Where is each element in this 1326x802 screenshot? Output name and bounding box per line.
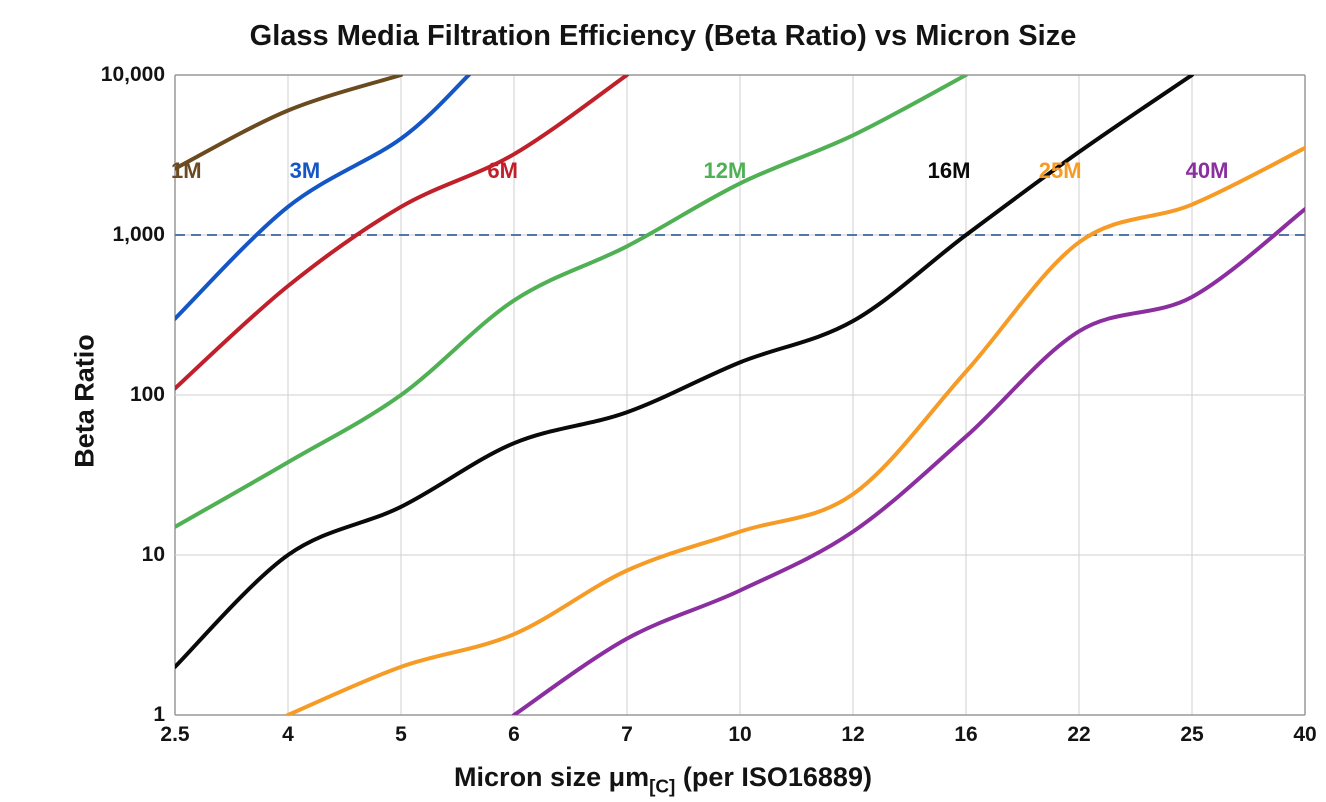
y-tick: 10,000 bbox=[101, 63, 165, 87]
y-tick: 100 bbox=[130, 383, 165, 407]
plot-area: 2.545671012162225401101001,00010,0001M3M… bbox=[175, 75, 1305, 715]
series-line-40M bbox=[514, 209, 1305, 715]
x-tick: 4 bbox=[282, 723, 294, 747]
x-tick: 6 bbox=[508, 723, 520, 747]
filtration-chart: Glass Media Filtration Efficiency (Beta … bbox=[0, 0, 1326, 802]
x-tick: 40 bbox=[1293, 723, 1316, 747]
x-axis-label: Micron size μm[C] (per ISO16889) bbox=[0, 762, 1326, 798]
chart-title: Glass Media Filtration Efficiency (Beta … bbox=[0, 20, 1326, 53]
x-tick: 16 bbox=[954, 723, 977, 747]
y-axis-label: Beta Ratio bbox=[69, 334, 100, 468]
series-label-6M: 6M bbox=[487, 158, 518, 184]
series-line-25M bbox=[288, 148, 1305, 715]
series-label-1M: 1M bbox=[171, 158, 202, 184]
series-label-12M: 12M bbox=[704, 158, 747, 184]
series-label-40M: 40M bbox=[1186, 158, 1229, 184]
x-tick: 7 bbox=[621, 723, 633, 747]
y-tick: 1,000 bbox=[112, 223, 165, 247]
x-tick: 12 bbox=[841, 723, 864, 747]
series-label-16M: 16M bbox=[928, 158, 971, 184]
y-tick: 10 bbox=[142, 543, 165, 567]
x-tick: 5 bbox=[395, 723, 407, 747]
y-tick: 1 bbox=[153, 703, 165, 727]
series-line-12M bbox=[175, 75, 966, 527]
series-label-3M: 3M bbox=[290, 158, 321, 184]
x-tick: 22 bbox=[1067, 723, 1090, 747]
x-tick: 25 bbox=[1180, 723, 1203, 747]
series-label-25M: 25M bbox=[1039, 158, 1082, 184]
x-tick: 10 bbox=[728, 723, 751, 747]
